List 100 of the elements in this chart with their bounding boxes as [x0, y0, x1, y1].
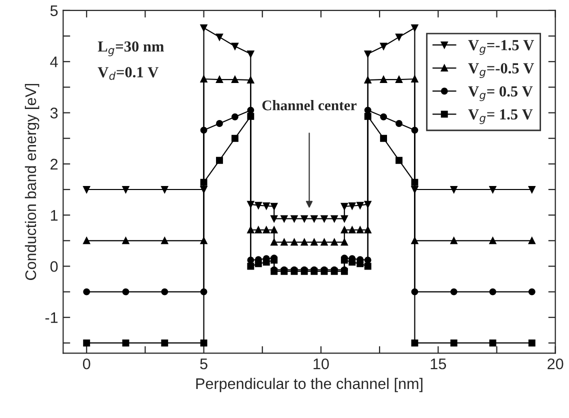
y-axis-title: Conduction band energy [eV] [24, 84, 40, 280]
point [200, 24, 208, 32]
point [330, 238, 338, 246]
x-axis-title: Perpendicular to the channel [nm] [196, 378, 422, 392]
point [216, 34, 223, 41]
point [262, 226, 270, 234]
point [200, 76, 208, 82]
point [247, 50, 254, 58]
point [280, 215, 288, 222]
point [247, 76, 254, 84]
x-tick-label: 15 [430, 358, 446, 370]
point [340, 226, 348, 234]
point [348, 202, 356, 210]
point [450, 340, 458, 346]
point [161, 340, 168, 346]
point [380, 76, 388, 83]
point [231, 134, 238, 142]
y-tick-label: 1 [50, 210, 58, 221]
point [356, 260, 364, 268]
point [247, 112, 254, 120]
point [411, 178, 418, 186]
point [528, 237, 536, 244]
point [122, 340, 130, 346]
point [83, 186, 90, 193]
legend-label: V$_{g}$= 1.5 V [468, 109, 533, 124]
point [380, 113, 388, 120]
y-tick-label: 4 [50, 56, 58, 68]
annotation: Channel center [262, 100, 357, 110]
point [364, 50, 372, 58]
point [231, 76, 238, 83]
point [161, 186, 168, 193]
point [262, 258, 270, 266]
point [161, 288, 168, 296]
point [340, 238, 348, 246]
y-tick-label: 0 [50, 261, 58, 272]
point [254, 226, 262, 234]
point [330, 215, 338, 222]
point [83, 340, 90, 346]
point [411, 340, 418, 346]
point [270, 226, 278, 234]
point [450, 288, 458, 296]
annotation: V$_{d}$=0.1 V [98, 67, 158, 80]
legend-label: V$_{g}$= 0.5 V [468, 86, 533, 102]
x-tick-label: 0 [82, 358, 90, 370]
point [254, 202, 262, 209]
point [528, 186, 536, 193]
point [122, 186, 130, 193]
point [411, 76, 418, 82]
point [411, 126, 418, 134]
point [489, 237, 496, 244]
point [200, 340, 208, 346]
point [450, 237, 458, 244]
point [310, 238, 318, 246]
point [83, 288, 90, 296]
point [290, 238, 298, 246]
y-tick-label: 2 [50, 158, 58, 170]
point [200, 126, 208, 134]
point [411, 24, 418, 32]
point [270, 238, 278, 246]
point [340, 215, 348, 222]
point [320, 238, 328, 246]
annotation: L$_{g}$=30 nm [98, 41, 164, 56]
point [396, 156, 402, 164]
point [310, 215, 318, 222]
point [262, 202, 270, 210]
x-tick-label: 10 [314, 358, 329, 370]
point [396, 120, 402, 127]
point [122, 288, 130, 296]
point [83, 237, 90, 244]
y-tick-label: -1 [45, 312, 58, 323]
point [348, 258, 356, 266]
legend-label: V$_{g}$=-0.5 V [468, 63, 534, 78]
point [528, 288, 536, 296]
point [364, 106, 372, 114]
point [528, 340, 536, 346]
y-tick-label: 5 [50, 5, 58, 16]
point [300, 238, 308, 246]
point [364, 112, 372, 120]
point [231, 42, 238, 50]
point [231, 113, 238, 120]
y-tick-label: 3 [50, 108, 58, 118]
point [340, 202, 348, 210]
legend-label: V$_{g}$=-1.5 V [468, 40, 534, 55]
point [489, 340, 496, 346]
point [290, 215, 298, 222]
point [396, 34, 402, 41]
point [216, 120, 223, 127]
point [380, 42, 388, 50]
point [320, 215, 328, 222]
point [216, 76, 223, 83]
point [247, 106, 254, 114]
point [348, 226, 356, 234]
x-tick-label: 20 [548, 358, 564, 370]
point [356, 202, 364, 209]
point [396, 76, 402, 83]
point [489, 288, 496, 296]
point [161, 237, 168, 244]
point [280, 238, 288, 246]
point [356, 226, 364, 234]
point [364, 76, 372, 84]
